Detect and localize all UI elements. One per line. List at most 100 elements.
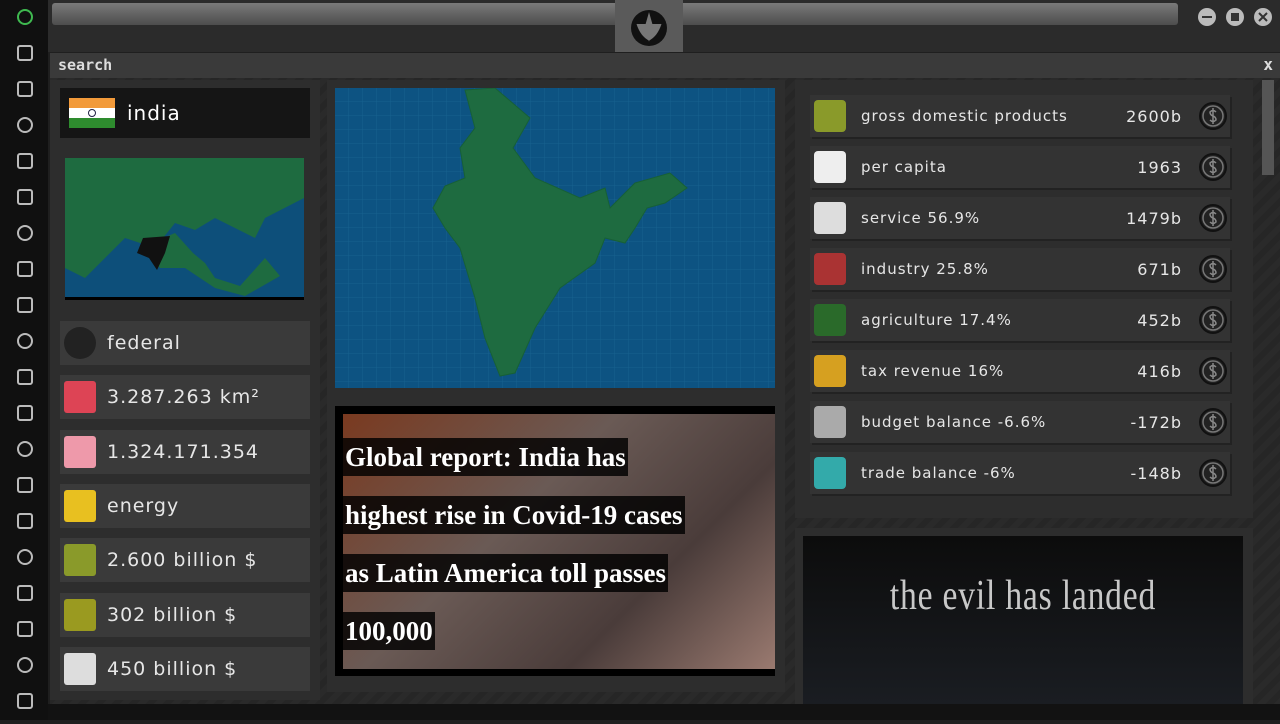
economy-icon — [814, 151, 846, 183]
economy-icon — [814, 253, 846, 285]
currency-sign — [1209, 261, 1217, 277]
economy-icon — [814, 202, 846, 234]
economy-value: -172b — [1130, 412, 1182, 432]
economy-label: per capita — [861, 158, 947, 176]
nav-icon[interactable] — [17, 405, 33, 421]
economy-value: -148b — [1130, 463, 1182, 483]
fact-icon — [64, 489, 96, 522]
country-header: india — [60, 88, 310, 138]
currency-icon — [1199, 306, 1227, 334]
nav-icon[interactable] — [17, 657, 33, 673]
fact-row: 2.600 billion $ — [60, 538, 310, 583]
currency-ring — [1202, 105, 1224, 127]
economy-label: tax revenue 16% — [861, 362, 1005, 380]
nav-icon[interactable] — [17, 189, 33, 205]
fact-row: energy — [60, 483, 310, 528]
nav-icon[interactable] — [17, 333, 33, 349]
country-name: india — [127, 101, 181, 125]
economy-icon — [814, 406, 846, 438]
logo-icon — [631, 10, 667, 46]
fact-icon — [64, 381, 96, 414]
nav-icon[interactable] — [17, 117, 33, 133]
nav-icon[interactable] — [17, 81, 33, 97]
currency-ring — [1202, 258, 1224, 280]
economy-label: trade balance -6% — [861, 464, 1016, 482]
currency-ring — [1202, 360, 1224, 382]
economy-label: industry 25.8% — [861, 260, 989, 278]
close-search[interactable]: x — [1263, 55, 1273, 74]
fact-text: 1.324.171.354 — [107, 440, 260, 463]
currency-ring — [1202, 411, 1224, 433]
economy-value: 416b — [1137, 361, 1182, 381]
nav-icon[interactable] — [17, 297, 33, 313]
mini-map — [65, 158, 304, 300]
headline-text: Global report: India has highest rise in… — [343, 438, 685, 650]
nav-icon[interactable] — [17, 153, 33, 169]
fact-text: federal — [107, 332, 181, 354]
search-label: search — [58, 56, 113, 74]
fact-text: 302 billion $ — [107, 603, 238, 626]
nav-icon[interactable] — [17, 225, 33, 241]
fact-icon — [64, 652, 96, 685]
fact-row: 302 billion $ — [60, 592, 310, 637]
currency-ring — [1202, 207, 1224, 229]
economy-icon — [814, 100, 846, 132]
currency-sign — [1209, 465, 1217, 481]
sidebar-icons — [17, 9, 33, 709]
nav-icon[interactable] — [17, 549, 33, 565]
sidebar — [0, 0, 48, 720]
country-map — [335, 88, 775, 388]
fact-icon — [64, 327, 96, 359]
economy-row[interactable]: agriculture 17.4% 452b — [810, 299, 1230, 341]
economy-label: agriculture 17.4% — [861, 311, 1012, 329]
fact-icon — [64, 435, 96, 468]
economy-label: service 56.9% — [861, 209, 981, 227]
logo[interactable] — [615, 0, 683, 52]
currency-icon — [1199, 102, 1227, 130]
fact-text: 3.287.263 km² — [107, 386, 260, 409]
economy-value: 2600b — [1126, 106, 1182, 126]
economy-label: gross domestic products — [861, 107, 1068, 125]
economy-row[interactable]: gross domestic products 2600b — [810, 95, 1230, 137]
currency-icon — [1199, 255, 1227, 283]
currency-icon — [1199, 408, 1227, 436]
economy-row[interactable]: trade balance -6% -148b — [810, 452, 1230, 494]
fact-row: federal — [60, 321, 310, 365]
nav-icon[interactable] — [17, 513, 33, 529]
economy-row[interactable]: service 56.9% 1479b — [810, 197, 1230, 239]
nav-icon[interactable] — [17, 369, 33, 385]
search-bar[interactable]: search x — [50, 53, 1280, 78]
promo-title: the evil has landed — [889, 573, 1157, 619]
currency-icon — [1199, 357, 1227, 385]
nav-icon[interactable] — [17, 261, 33, 277]
economy-row[interactable]: tax revenue 16% 416b — [810, 350, 1230, 392]
news-headline: Global report: India has highest rise in… — [343, 428, 685, 660]
window-controls — [1198, 8, 1272, 26]
economy-icon — [814, 457, 846, 489]
fact-text: energy — [107, 494, 180, 517]
nav-icon[interactable] — [17, 9, 33, 25]
nav-icon[interactable] — [17, 585, 33, 601]
economy-row[interactable]: per capita 1963 — [810, 146, 1230, 188]
nav-icon[interactable] — [17, 621, 33, 637]
fact-row: 450 billion $ — [60, 646, 310, 691]
currency-icon — [1199, 204, 1227, 232]
economy-row[interactable]: budget balance -6.6% -172b — [810, 401, 1230, 443]
nav-icon[interactable] — [17, 693, 33, 709]
economy-icon — [814, 355, 846, 387]
flag — [69, 98, 115, 128]
promo[interactable]: the evil has landed — [803, 536, 1243, 704]
economy-row[interactable]: industry 25.8% 671b — [810, 248, 1230, 290]
fact-icon — [64, 544, 96, 577]
status-bar — [48, 704, 1280, 720]
nav-icon[interactable] — [17, 477, 33, 493]
nav-icon[interactable] — [17, 441, 33, 457]
scrollbar[interactable] — [1262, 80, 1274, 175]
currency-icon — [1199, 153, 1227, 181]
nav-icon[interactable] — [17, 45, 33, 61]
economy-value: 452b — [1137, 310, 1182, 330]
currency-sign — [1209, 210, 1217, 226]
currency-icon — [1199, 459, 1227, 487]
fact-text: 2.600 billion $ — [107, 549, 258, 572]
